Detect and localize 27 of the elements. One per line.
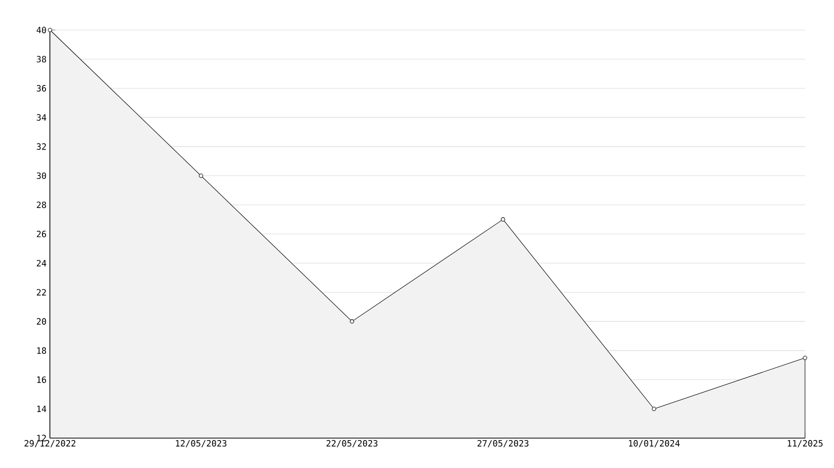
x-tick-label: 11/2025 bbox=[788, 440, 823, 448]
y-tick-label: 36 bbox=[36, 85, 46, 92]
x-tick-label: 22/05/2023 bbox=[326, 440, 378, 448]
y-tick-label: 32 bbox=[36, 143, 46, 150]
y-tick-label: 38 bbox=[36, 56, 46, 62]
x-tick-label: 29/12/2022 bbox=[24, 440, 76, 448]
y-tick-label: 30 bbox=[36, 172, 46, 179]
x-tick-label: 27/05/2023 bbox=[478, 440, 528, 448]
y-tick-label: 18 bbox=[37, 347, 46, 354]
y-tick-label: 40 bbox=[36, 26, 46, 34]
y-tick-label: 16 bbox=[37, 376, 46, 383]
y-tick-label: 14 bbox=[37, 406, 46, 412]
y-tick-label: 26 bbox=[36, 230, 46, 238]
y-tick-label: 24 bbox=[36, 260, 46, 266]
point bbox=[500, 217, 506, 222]
point bbox=[802, 356, 808, 360]
y-tick-label: 20 bbox=[36, 318, 46, 325]
y-tick-label: 12 bbox=[37, 434, 46, 442]
y-tick-label: 22 bbox=[36, 289, 46, 296]
y-tick-label: 28 bbox=[36, 202, 46, 208]
point bbox=[48, 28, 52, 32]
x-tick-label: 10/01/2024 bbox=[628, 440, 680, 448]
point bbox=[350, 319, 354, 324]
x-tick-label: 12/05/2023 bbox=[176, 440, 226, 448]
point bbox=[198, 174, 204, 178]
point bbox=[652, 406, 656, 411]
y-tick-label: 34 bbox=[36, 114, 46, 121]
